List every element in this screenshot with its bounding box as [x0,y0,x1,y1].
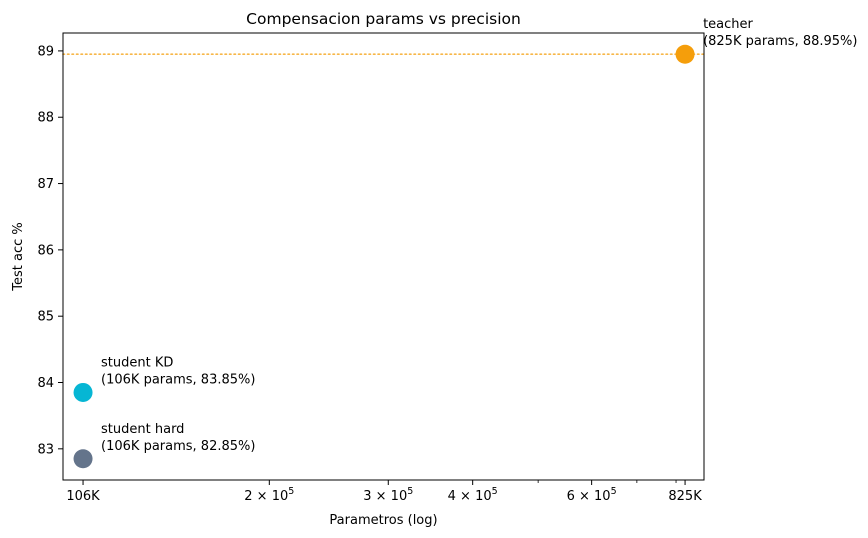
x-tick-label: 6 × 105 [567,486,617,504]
point-label-details: (106K params, 83.85%) [101,372,255,387]
x-tick-label: 106K [66,489,100,504]
data-point [675,44,695,64]
point-label-name: student KD [101,355,173,370]
y-tick-label: 88 [37,111,54,126]
y-tick-label: 86 [37,243,54,258]
point-label-name: teacher [703,17,753,32]
plot-area: 83 84 85 86 87 88 89 106K 2 × 105 3 × 105 4 × 105 6… [37,17,857,504]
y-tick-label: 85 [37,310,54,325]
data-point [73,449,93,469]
x-tick-label: 2 × 105 [244,486,294,504]
data-point [73,382,93,402]
x-tick-label: 4 × 105 [448,486,498,504]
x-tick-label: 3 × 105 [363,486,413,504]
point-label-name: student hard [101,422,184,437]
y-axis-label: Test acc % [11,222,26,291]
x-axis-label: Parametros (log) [329,513,437,528]
y-tick-label: 84 [37,376,54,391]
axes-frame [62,32,705,481]
y-tick-label: 87 [37,177,54,192]
chart-title: Compensacion params vs precision [246,10,521,28]
y-tick-label: 83 [37,442,54,457]
point-label-details: (825K params, 88.95%) [703,34,857,49]
point-label-details: (106K params, 82.85%) [101,439,255,454]
x-tick-label: 825K [668,489,702,504]
y-tick-label: 89 [37,44,54,59]
